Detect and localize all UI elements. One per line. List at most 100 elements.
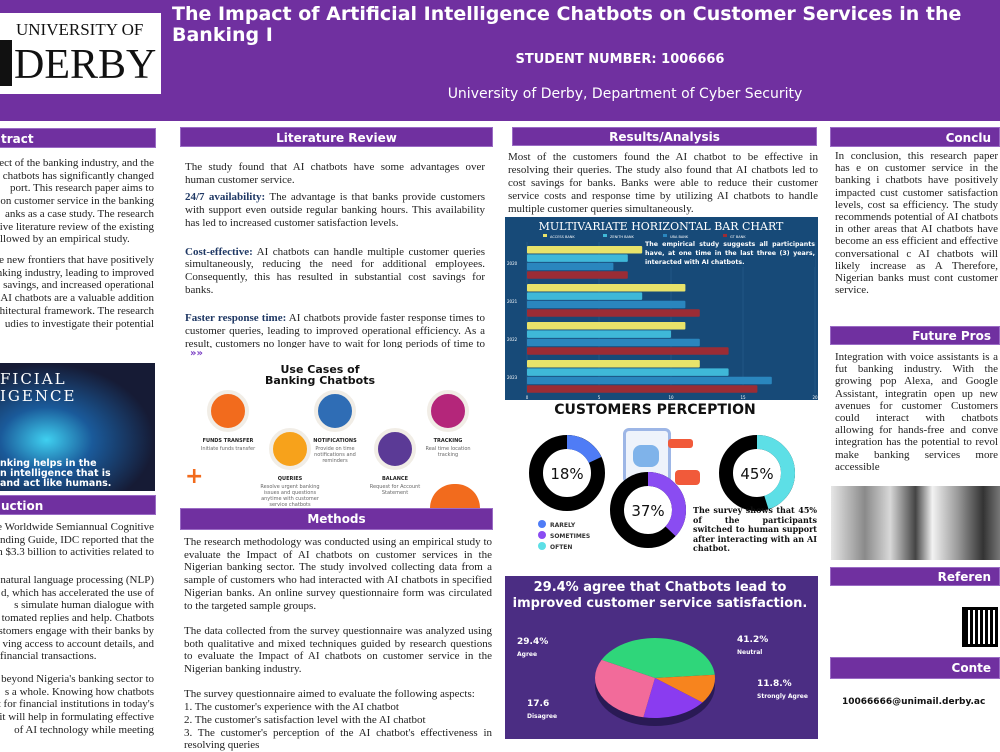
methods-paragraph: The research methodology was conducted u… bbox=[184, 536, 492, 612]
text-line: potential of AI chatbots in other areas bbox=[835, 211, 999, 236]
text-line: chatbots have positively impacted cust bbox=[835, 174, 998, 199]
legend-label: SOMETIMES bbox=[550, 533, 590, 540]
bar bbox=[527, 262, 614, 271]
text-line-content: tomated replies and help. Chatbots bbox=[1, 612, 154, 625]
pie-category-label: Disagree bbox=[527, 713, 557, 720]
text-line-content: on customer service in the banking bbox=[0, 195, 154, 208]
introduction-heading: uction bbox=[0, 495, 156, 515]
bar bbox=[527, 330, 671, 338]
donut-segment bbox=[610, 472, 686, 548]
item-term: Cost-effective: bbox=[185, 245, 253, 258]
text-line: on customer service in the banking i bbox=[835, 162, 998, 187]
use-cases-infographic: Use Cases of Banking Chatbots + »» FUNDS… bbox=[180, 348, 493, 508]
text-line: In conclusion, this research paper has e bbox=[835, 150, 998, 175]
future-prospects-heading: Future Pros bbox=[830, 326, 1000, 345]
methods-heading: Methods bbox=[180, 508, 493, 530]
robot-icon bbox=[633, 445, 659, 467]
logo-text-line1: UNIVERSITY OF bbox=[16, 20, 144, 39]
abstract-heading: tract bbox=[0, 128, 156, 148]
donut-label: 45% bbox=[740, 465, 773, 483]
bar bbox=[527, 338, 700, 347]
legend-label: GT BANK bbox=[730, 235, 746, 239]
bar bbox=[527, 368, 729, 376]
qr-code[interactable] bbox=[962, 607, 998, 647]
text-line-content: ving access to account details, and bbox=[2, 637, 154, 650]
text-line: udies to investigate their potential bbox=[0, 318, 154, 331]
donut-label: 37% bbox=[631, 502, 664, 520]
student-number: STUDENT NUMBER: 1006666 bbox=[515, 52, 725, 67]
introduction-paragraph-2: natural language processing (NLP) d, whic… bbox=[0, 574, 154, 663]
text-line-content: stomers engage with their banks by bbox=[0, 624, 154, 637]
department: University of Derby, Department of Cyber… bbox=[447, 86, 803, 102]
future-prospects-body: Integration with voice assistants is a f… bbox=[835, 351, 998, 473]
text-line: financial transactions. bbox=[0, 650, 154, 663]
pie-category-label: Strongly Agree bbox=[757, 693, 808, 700]
y-tick-label: 2020 bbox=[507, 261, 518, 266]
literature-review-body: The study found that AI chatbots have so… bbox=[185, 161, 485, 363]
text-line-content: d, which has accelerated the use of bbox=[0, 586, 154, 599]
text-line: s a whole. Knowing how chatbots bbox=[0, 686, 154, 699]
text-line-content: he Worldwide Semiannual Cognitive bbox=[0, 521, 154, 533]
text-line: AI chatbots will likely increase as A bbox=[835, 247, 998, 272]
text-line: anks as a case study. The research bbox=[0, 208, 154, 221]
text-line: natural language processing (NLP) bbox=[0, 574, 154, 587]
introduction-paragraph-3: d beyond Nigeria's banking sector to s a … bbox=[0, 673, 154, 737]
bar bbox=[527, 385, 758, 393]
legend-swatch bbox=[663, 234, 667, 237]
text-line-content: t AI chatbots are a valuable addition bbox=[0, 292, 154, 305]
text-line: pect of the banking industry, and the bbox=[0, 157, 154, 170]
text-line: savings, and increased operational bbox=[0, 279, 154, 292]
x-tick-label: 5 bbox=[598, 395, 601, 400]
chevrons-decoration-icon: »» bbox=[190, 348, 203, 359]
text-line: Customers could interact with chatbots bbox=[835, 399, 999, 425]
text-line-content: are new frontiers that have positively bbox=[0, 254, 154, 266]
text-line: t for financial institutions in today's bbox=[0, 698, 154, 711]
chart-title: MULTIVARIATE HORIZONTAL BAR CHART bbox=[539, 220, 784, 233]
methods-list-item: 3. The customer's perception of the AI c… bbox=[184, 726, 492, 752]
abstract-paragraph-2: are new frontiers that have positively an… bbox=[0, 254, 154, 330]
text-line: customer satisfaction levels, cost sa bbox=[835, 186, 998, 211]
contact-email[interactable]: 10066666@unimail.derby.ac bbox=[842, 697, 986, 707]
university-logo: UNIVERSITY OF DERBY bbox=[0, 13, 161, 94]
image-text-line: FICIAL bbox=[0, 370, 67, 388]
x-tick-label: 10 bbox=[668, 395, 674, 400]
literature-item: Cost-effective: AI chatbots can handle m… bbox=[185, 246, 485, 297]
bar-chart: MULTIVARIATE HORIZONTAL BAR CHART ACCESS … bbox=[505, 217, 818, 400]
pie-slice bbox=[601, 638, 715, 678]
text-line-content: anking industry, leading to improved bbox=[0, 266, 154, 279]
text-line: of AI technology while meeting bbox=[0, 724, 154, 737]
legend-label: UBA BANK bbox=[670, 235, 689, 239]
text-line-content: usive literature review of the existing bbox=[0, 220, 154, 233]
text-line: d, which has accelerated the use of bbox=[0, 587, 154, 600]
item-text: AI chatbots can handle multiple customer… bbox=[185, 245, 485, 296]
pie-value-label: 11.8.% bbox=[757, 679, 792, 689]
methods-paragraph: The data collected from the survey quest… bbox=[184, 624, 492, 676]
logo-text-line2: DERBY bbox=[14, 42, 157, 88]
methods-paragraph: The survey questionnaire aimed to evalua… bbox=[184, 688, 475, 701]
text-line-content: n intelligence that is bbox=[0, 468, 111, 479]
text-line: he Worldwide Semiannual Cognitive bbox=[0, 521, 154, 534]
use-case-icon bbox=[269, 428, 311, 470]
results-body: Most of the customers found the AI chatb… bbox=[508, 151, 818, 215]
methods-list-item: 1. The customer's experience with the AI… bbox=[184, 701, 399, 714]
pie-slice bbox=[643, 678, 703, 718]
bar bbox=[527, 360, 700, 368]
y-tick-label: 2022 bbox=[507, 337, 518, 342]
legend-swatch bbox=[538, 520, 546, 528]
use-case-label: FUNDS TRANSFER bbox=[202, 438, 254, 444]
use-case-label: NOTIFICATIONS bbox=[313, 438, 357, 444]
literature-item: 24/7 availability: The advantage is that… bbox=[185, 191, 485, 229]
text-line-content: n $3.3 billion to activities related to bbox=[0, 546, 154, 559]
text-line: llowed by an empirical study. bbox=[0, 233, 154, 246]
poster-header bbox=[0, 0, 1000, 121]
poster-title: The Impact of Artificial Intelligence Ch… bbox=[172, 3, 962, 46]
conclusion-body: In conclusion, this research paper has e… bbox=[835, 150, 998, 296]
x-tick-label: 15 bbox=[740, 395, 746, 400]
text-line: nking helps in the bbox=[0, 459, 155, 469]
text-line-content: t for financial institutions in today's bbox=[0, 698, 154, 711]
pie-slice bbox=[595, 659, 655, 718]
text-line-content: financial transactions. bbox=[0, 650, 97, 663]
text-line: Alexa, and Google Assistant, integratin bbox=[835, 375, 998, 400]
bar bbox=[527, 284, 686, 292]
pie-value-label: 41.2% bbox=[737, 635, 768, 645]
